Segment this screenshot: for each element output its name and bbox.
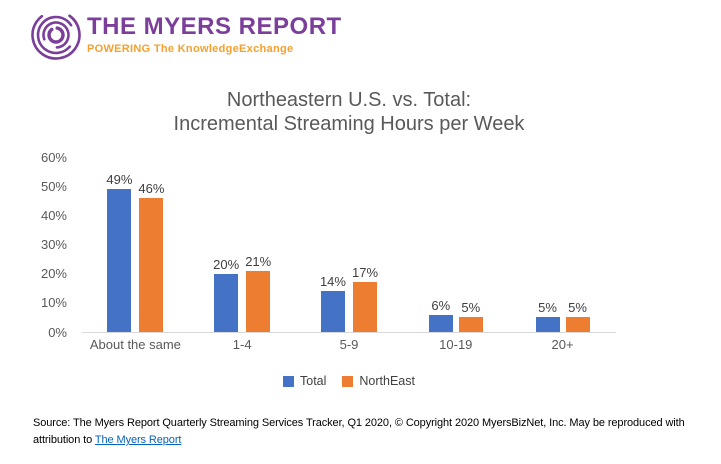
bar-column: 14% [320, 157, 346, 332]
y-axis-tick-label: 40% [40, 207, 67, 223]
x-axis-category-label: 10-19 [439, 337, 473, 352]
y-axis-tick-label: 60% [40, 149, 67, 165]
legend-swatch-icon [342, 375, 354, 387]
legend-label: NorthEast [359, 374, 415, 388]
source-text-line2: attribution to [33, 434, 95, 446]
y-axis-tick-label: 30% [40, 237, 67, 252]
bar-northeast [139, 197, 164, 332]
bar-column: 5% [458, 157, 483, 332]
y-axis-tick-label: 50% [40, 178, 67, 194]
data-label: 5% [538, 300, 557, 316]
plot-area: 49% 46% 20% 21% 14% 17% 6% 5% 5% 5% [82, 157, 616, 333]
myers-report-link[interactable]: The Myers Report [94, 434, 182, 446]
bar-northeast [458, 317, 483, 332]
bar-total [214, 273, 239, 332]
x-axis-category-label: About the same [89, 337, 181, 352]
bar-column: 21% [245, 157, 271, 332]
bar-chart: Northeastern U.S. vs. Total: Incremental… [28, 88, 616, 388]
legend-label: Total [300, 374, 327, 388]
bar-column: 20% [213, 157, 239, 332]
data-label: 6% [431, 297, 451, 313]
bar-northeast [246, 270, 271, 332]
y-axis: 0% 10% 20% 30% 40% 50% 60% [28, 150, 82, 340]
y-axis-tick-label: 10% [40, 295, 67, 311]
x-axis-category-label: 1-4 [232, 337, 252, 352]
spiral-rings-logo-icon [30, 9, 82, 61]
bar-column: 49% [106, 157, 132, 332]
y-axis-tick-label: 0% [48, 324, 67, 340]
data-label: 20% [213, 256, 240, 272]
bar-northeast [565, 317, 590, 332]
bar-total [428, 314, 453, 332]
source-note: Source: The Myers Report Quarterly Strea… [33, 415, 721, 449]
x-axis-category-label: 20+ [551, 337, 574, 352]
logo-title: THE MYERS REPORT [87, 13, 342, 40]
source-text-line1: Source: The Myers Report Quarterly Strea… [33, 417, 685, 429]
data-label: 14% [319, 274, 346, 290]
bar-group: 14% 17% [296, 157, 403, 332]
logo-text: THE MYERS REPORT POWERING The KnowledgeE… [87, 13, 342, 56]
chart-title-line2: Incremental Streaming Hours per Week [173, 113, 525, 135]
chart-title: Northeastern U.S. vs. Total: Incremental… [82, 88, 616, 136]
legend-swatch-icon [283, 375, 294, 387]
y-axis-tick-label: 20% [40, 266, 67, 282]
data-label: 49% [106, 172, 133, 188]
chart-legend: Total NorthEast [82, 374, 616, 388]
data-label: 5% [568, 300, 587, 316]
bar-column: 46% [138, 157, 164, 332]
bar-group: 5% 5% [509, 157, 616, 332]
bar-group: 20% 21% [189, 157, 296, 332]
bar-group: 49% 46% [82, 157, 189, 332]
data-label: 46% [138, 180, 165, 196]
bar-northeast [353, 282, 377, 332]
data-label: 17% [351, 265, 379, 281]
data-label: 21% [245, 253, 272, 269]
bar-column: 5% [535, 157, 560, 332]
logo-tagline: POWERING The KnowledgeExchange [87, 43, 294, 55]
bar-column: 6% [428, 157, 453, 332]
chart-title-line1: Northeastern U.S. vs. Total: [226, 89, 472, 111]
plot-row: 0% 10% 20% 30% 40% 50% 60% 49% 46% 20% 21% 14% 17% 6… [28, 150, 616, 340]
legend-item: NorthEast [342, 374, 415, 388]
bar-total [320, 291, 345, 332]
bar-column: 5% [565, 157, 590, 332]
bar-column: 17% [352, 157, 378, 332]
data-label: 5% [461, 300, 481, 316]
legend-item: Total [283, 374, 326, 388]
bar-total [535, 317, 560, 332]
bar-total [107, 189, 132, 332]
bar-group: 6% 5% [402, 157, 509, 332]
x-axis-labels: About the same 1-4 5-9 10-19 20+ [82, 337, 616, 352]
x-axis-category-label: 5-9 [339, 337, 359, 352]
myers-report-logo: THE MYERS REPORT POWERING The KnowledgeE… [30, 9, 342, 61]
